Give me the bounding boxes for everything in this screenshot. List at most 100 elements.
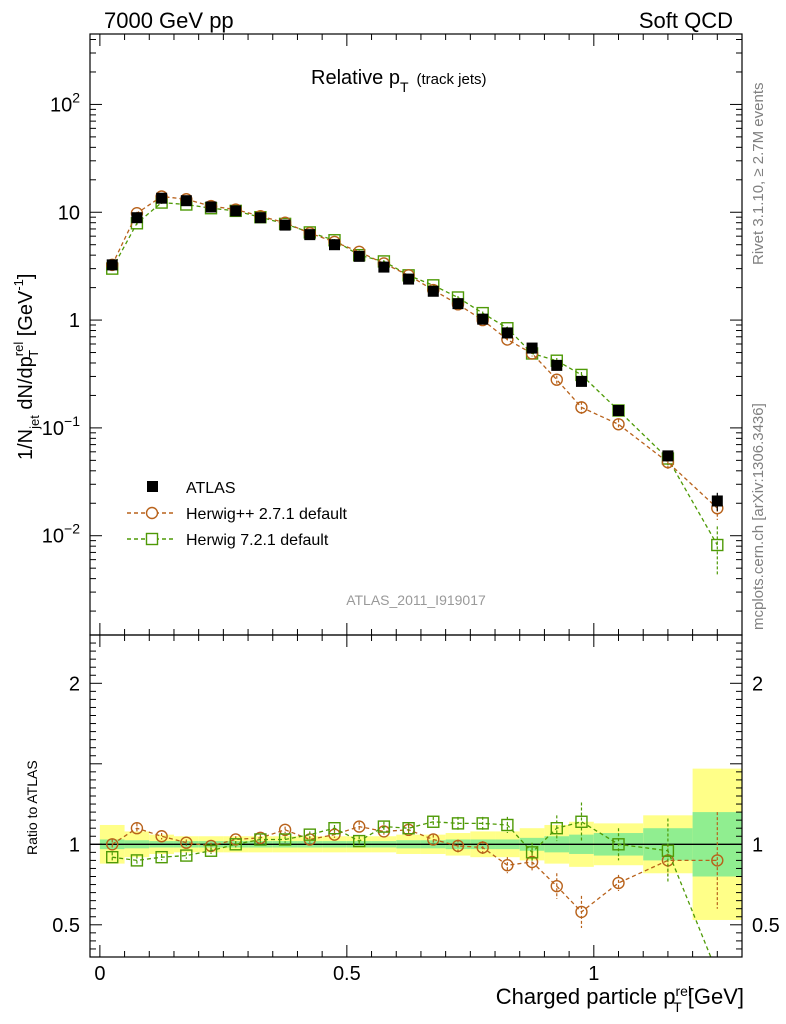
- legend-atlas-marker: [147, 481, 158, 492]
- ratio-herwig-7-2-1-default-point: [377, 820, 391, 833]
- main-atlas-point: [501, 327, 513, 339]
- main-y-tick-label: 102: [50, 89, 80, 116]
- ratio-herwig-2-7-1-default-point: [155, 830, 168, 843]
- ratio-herwig-7-2-1-default-point: [278, 833, 292, 846]
- ratio-herwig-7-2-1-default-point: [254, 833, 267, 846]
- ratio-herwig-2-7-1-default-point: [476, 841, 489, 854]
- x-axis-label: Charged particle prel T [GeV]: [496, 983, 744, 1015]
- ratio-panel: 0.5 0.51 12 2 0 0.5 1 Ratio to ATLAS Charged …: [24, 634, 780, 1015]
- main-atlas-point: [477, 313, 489, 325]
- ratio-herwig-7-2-1-default-point: [229, 838, 242, 851]
- main-atlas-point: [452, 298, 464, 310]
- ratio-herwig-2-7-1-default-point: [612, 876, 625, 890]
- legend-herwig7-marker: [145, 532, 159, 546]
- ratio-y-tick-label-right: 2: [752, 673, 763, 695]
- main-atlas-point: [131, 212, 143, 224]
- legend-entry-herwigpp: Herwig++ 2.7.1 default: [127, 506, 348, 523]
- main-atlas-point: [662, 450, 674, 462]
- ratio-herwig-7-2-1-default-point: [476, 817, 489, 830]
- ratio-herwig-2-7-1-default-point: [106, 838, 119, 851]
- mcplots-label: mcplots.cern.ch [arXiv:1306.3436]: [750, 403, 767, 630]
- ratio-y-tick-label: 2: [69, 673, 80, 695]
- x-tick-label: 1: [588, 963, 599, 985]
- main-y-axis: 10−2 10−1 1 10 102: [42, 39, 742, 612]
- legend-herwigpp-marker: [145, 506, 159, 520]
- main-atlas-point: [551, 359, 563, 371]
- main-atlas-point: [279, 219, 291, 231]
- main-y-tick-label: 10: [58, 202, 80, 224]
- main-atlas-point: [613, 404, 625, 416]
- main-atlas-point: [378, 261, 390, 273]
- ratio-herwig-7-2-1-default-point: [427, 815, 440, 828]
- ratio-herwig-2-7-1-default-point: [427, 833, 440, 846]
- x-tick-label: 0: [94, 963, 105, 985]
- main-title: Relative pT (track jets): [311, 67, 487, 95]
- ratio-herwig-7-2-1-default-line: [112, 821, 712, 958]
- energy-label: 7000 GeV pp: [104, 8, 234, 33]
- main-herwig-2-7-1-default-line: [111, 195, 718, 509]
- main-atlas-point: [403, 273, 415, 285]
- analysis-watermark: ATLAS_2011_I919017: [346, 592, 486, 608]
- ratio-herwig-7-2-1-default-point: [451, 817, 465, 830]
- ratio-herwig-7-2-1-default-point: [550, 822, 563, 835]
- ratio-herwig-2-7-1-default-point: [501, 859, 514, 872]
- ratio-herwig-2-7-1-default-point: [352, 820, 366, 833]
- ratio-y-tick-label: 1: [69, 834, 80, 856]
- main-herwig-2-7-1-default-point: [550, 373, 563, 386]
- main-atlas-point: [575, 375, 587, 387]
- main-atlas-point: [329, 239, 340, 251]
- ratio-herwig-7-2-1-default-point: [328, 822, 341, 835]
- ratio-herwig-7-2-1-default-point: [612, 838, 625, 851]
- ratio-herwig-2-7-1-default-point: [130, 822, 144, 835]
- main-panel: 10−2 10−1 1 10 102 Relative pT (track jets) 1…: [11, 33, 743, 636]
- legend-atlas-label: ATLAS: [186, 480, 236, 497]
- main-y-tick-label: 10−2: [42, 521, 80, 548]
- ratio-herwig-7-2-1-default-point: [106, 850, 119, 864]
- ratio-herwig-7-2-1-default-point: [402, 822, 415, 835]
- legend-entry-herwig7: Herwig 7.2.1 default: [127, 532, 329, 549]
- main-atlas-point: [711, 495, 723, 507]
- legend-entry-atlas: ATLAS: [147, 480, 236, 497]
- legend: ATLAS Herwig++ 2.7.1 default Herwig 7.2.…: [127, 480, 348, 549]
- legend-herwig7-label: Herwig 7.2.1 default: [186, 532, 329, 549]
- process-label: Soft QCD: [639, 8, 733, 33]
- ratio-herwig-7-2-1-default-point: [180, 849, 193, 862]
- main-atlas-point: [254, 212, 266, 224]
- ratio-herwig-2-7-1-default-point: [328, 828, 341, 841]
- ratio-herwig-7-2-1-default-point: [303, 828, 317, 841]
- ratio-herwig-7-2-1-default-point: [130, 854, 144, 867]
- main-x-axis: [99, 34, 743, 635]
- rivet-label: Rivet 3.1.10, ≥ 2.7M events: [750, 83, 767, 266]
- ratio-herwig-2-7-1-default-point: [451, 839, 465, 853]
- ratio-herwig-2-7-1-default-point: [575, 905, 588, 919]
- ratio-y-axis: 0.5 0.5 1 1 2 2: [52, 634, 780, 958]
- main-y-tick-label: 1: [69, 310, 80, 332]
- main-atlas-point: [427, 285, 439, 297]
- main-herwig-2-7-1-default-point: [612, 418, 625, 431]
- ratio-x-axis: 0 0.5 1: [94, 635, 743, 985]
- main-atlas-point: [304, 229, 316, 241]
- main-atlas-point: [230, 205, 242, 217]
- ratio-frame: [89, 634, 743, 958]
- ratio-herwig-7-2-1-default-point: [204, 844, 218, 857]
- ratio-herwig-7-2-1-default-point: [661, 844, 675, 857]
- ratio-herwig-2-7-1-default-point: [278, 823, 292, 837]
- ratio-herwig-7-2-1-default-point: [155, 850, 168, 864]
- ratio-herwig-7-2-1-default-point: [525, 846, 539, 859]
- x-tick-label: 0.5: [333, 963, 361, 985]
- main-plot-area: [106, 190, 724, 577]
- main-atlas-point: [205, 201, 217, 213]
- main-atlas-point: [526, 342, 538, 354]
- legend-herwigpp-label: Herwig++ 2.7.1 default: [186, 506, 348, 523]
- main-atlas-point: [353, 250, 365, 262]
- ratio-herwig-2-7-1-default-point: [180, 836, 193, 849]
- ratio-y-tick-label-right: 1: [752, 834, 763, 856]
- main-herwig-7-2-1-default-point: [711, 538, 724, 552]
- ratio-plot-area: [90, 768, 742, 958]
- ratio-y-tick-label: 0.5: [52, 915, 80, 937]
- main-atlas-point: [156, 192, 168, 204]
- ratio-y-label: Ratio to ATLAS: [24, 760, 40, 855]
- ratio-y-tick-label-right: 0.5: [752, 915, 780, 937]
- ratio-herwig-2-7-1-default-point: [550, 879, 563, 893]
